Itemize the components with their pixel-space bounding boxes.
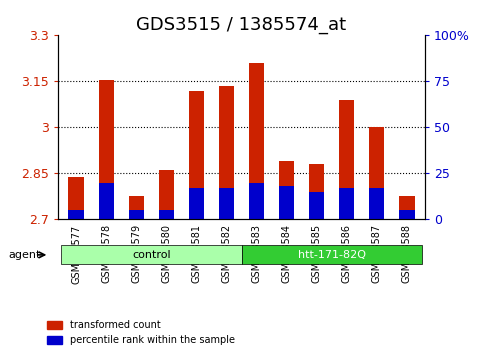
Bar — [369, 188, 384, 219]
FancyBboxPatch shape — [61, 245, 242, 264]
Bar — [189, 91, 204, 219]
Text: control: control — [132, 250, 170, 260]
Bar — [339, 100, 355, 219]
Bar — [279, 161, 294, 219]
Bar — [309, 164, 324, 219]
Bar — [249, 183, 264, 219]
Bar — [219, 86, 234, 219]
Bar — [249, 63, 264, 219]
Bar — [399, 210, 414, 219]
Title: GDS3515 / 1385574_at: GDS3515 / 1385574_at — [136, 16, 347, 34]
Bar — [69, 177, 84, 219]
Bar — [69, 210, 84, 219]
Bar — [399, 196, 414, 219]
Bar — [369, 127, 384, 219]
Bar — [159, 210, 174, 219]
Bar — [309, 192, 324, 219]
Bar — [159, 170, 174, 219]
Text: htt-171-82Q: htt-171-82Q — [298, 250, 366, 260]
Bar — [128, 210, 144, 219]
Text: agent: agent — [9, 250, 41, 260]
Bar — [99, 183, 114, 219]
Bar — [219, 188, 234, 219]
Bar — [279, 186, 294, 219]
FancyBboxPatch shape — [242, 245, 422, 264]
Bar — [189, 188, 204, 219]
Legend: transformed count, percentile rank within the sample: transformed count, percentile rank withi… — [43, 316, 239, 349]
Bar — [128, 196, 144, 219]
Bar — [99, 80, 114, 219]
Bar — [339, 188, 355, 219]
